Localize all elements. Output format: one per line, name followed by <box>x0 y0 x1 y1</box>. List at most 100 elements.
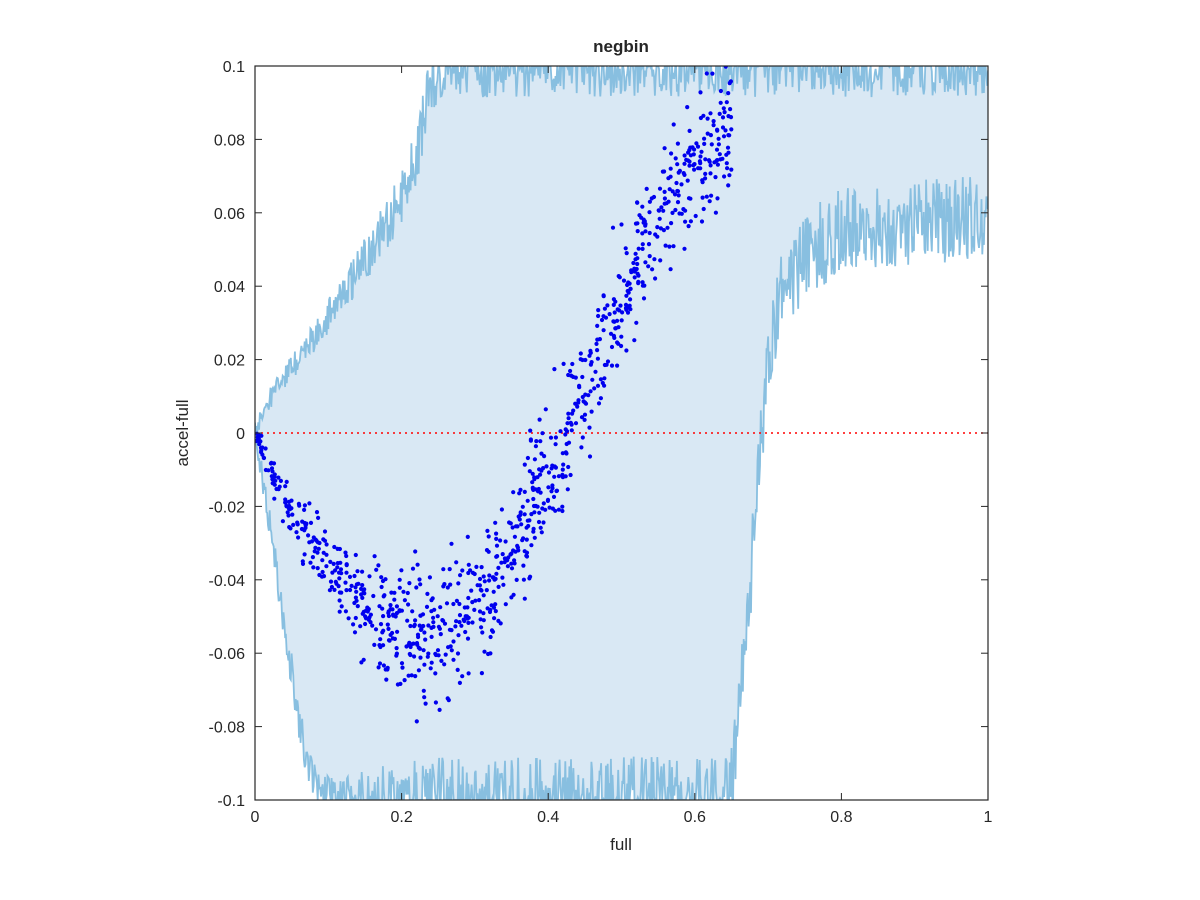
scatter-point <box>525 455 531 461</box>
scatter-point <box>548 435 554 440</box>
scatter-point <box>701 206 706 212</box>
scatter-point <box>722 174 727 179</box>
scatter-point <box>596 308 601 313</box>
scatter-point <box>261 455 266 460</box>
scatter-point <box>632 338 637 343</box>
scatter-point <box>367 574 372 579</box>
scatter-point <box>390 630 395 636</box>
scatter-point <box>538 472 543 477</box>
scatter-point <box>527 469 532 474</box>
scatter-point <box>618 303 623 308</box>
scatter-point <box>422 630 427 635</box>
scatter-point <box>353 615 358 621</box>
scatter-point <box>671 122 676 127</box>
scatter-point <box>472 571 477 577</box>
scatter-point <box>653 276 658 281</box>
scatter-point <box>355 604 360 609</box>
scatter-point <box>718 100 723 105</box>
scatter-point <box>580 374 585 380</box>
x-tick-label: 0.6 <box>684 809 706 826</box>
scatter-point <box>565 487 570 492</box>
scatter-point <box>675 200 681 205</box>
scatter-point <box>725 166 730 171</box>
scatter-point <box>700 195 705 200</box>
scatter-point <box>520 504 525 509</box>
scatter-point <box>493 520 498 525</box>
scatter-point <box>512 561 517 566</box>
scatter-point <box>320 569 325 575</box>
scatter-point <box>472 607 477 613</box>
scatter-point <box>415 642 420 647</box>
scatter-point <box>685 178 690 183</box>
scatter-point <box>588 350 593 355</box>
scatter-point <box>421 623 426 629</box>
scatter-point <box>378 637 383 642</box>
scatter-point <box>381 614 386 619</box>
scatter-point <box>488 634 493 640</box>
scatter-point <box>685 105 690 110</box>
scatter-point <box>272 496 277 501</box>
scatter-point <box>399 661 405 666</box>
scatter-point <box>528 428 533 433</box>
scatter-point <box>720 125 726 130</box>
scatter-point <box>263 446 268 451</box>
scatter-point <box>431 620 436 625</box>
scatter-point <box>640 231 645 236</box>
scatter-point <box>677 211 682 216</box>
scatter-point <box>662 146 667 151</box>
scatter-point <box>538 439 543 444</box>
scatter-point <box>337 590 342 595</box>
scatter-point <box>601 314 606 319</box>
scatter-point <box>561 462 566 467</box>
scatter-point <box>727 81 732 86</box>
scatter-point <box>694 141 699 146</box>
scatter-point <box>363 616 369 621</box>
scatter-point <box>427 575 432 580</box>
scatter-point <box>380 578 386 584</box>
scatter-point <box>494 536 499 542</box>
y-tick-label: 0.04 <box>214 279 245 296</box>
scatter-point <box>444 601 450 606</box>
scatter-point <box>457 601 462 607</box>
scatter-point <box>587 454 593 459</box>
scatter-point <box>379 584 384 590</box>
scatter-point <box>552 367 557 372</box>
scatter-point <box>378 622 384 627</box>
scatter-point <box>315 550 320 555</box>
scatter-point <box>675 162 680 167</box>
scatter-point <box>560 467 565 472</box>
scatter-point <box>725 145 731 150</box>
scatter-point <box>552 474 557 479</box>
scatter-point <box>644 186 649 191</box>
scatter-point <box>407 581 412 586</box>
scatter-point <box>322 529 328 534</box>
scatter-point <box>563 432 568 437</box>
scatter-point <box>619 222 624 227</box>
scatter-point <box>459 623 464 628</box>
scatter-point <box>662 189 667 194</box>
scatter-point <box>669 151 674 156</box>
scatter-point <box>621 278 627 283</box>
scatter-point <box>544 464 549 469</box>
scatter-point <box>577 385 582 390</box>
scatter-point <box>387 638 392 643</box>
scatter-point <box>481 593 486 598</box>
scatter-point <box>429 609 434 614</box>
scatter-point <box>711 123 716 128</box>
scatter-point <box>344 553 349 559</box>
scatter-point <box>646 264 651 269</box>
scatter-point <box>286 499 292 504</box>
scatter-point <box>655 225 660 230</box>
scatter-point <box>635 261 640 267</box>
scatter-point <box>587 425 592 430</box>
scatter-point <box>620 310 625 315</box>
scatter-point <box>361 657 366 662</box>
scatter-point <box>460 674 465 679</box>
scatter-point <box>470 620 475 625</box>
scatter-point <box>295 522 300 527</box>
scatter-point <box>588 389 593 394</box>
scatter-point <box>449 648 454 653</box>
scatter-point <box>398 681 403 687</box>
scatter-point <box>631 260 636 266</box>
scatter-point <box>647 254 652 259</box>
